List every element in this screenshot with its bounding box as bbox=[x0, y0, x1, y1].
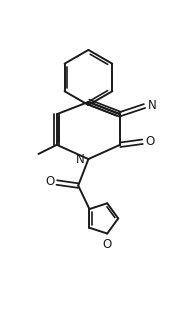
Text: O: O bbox=[45, 175, 54, 188]
Text: N: N bbox=[148, 99, 156, 112]
Text: O: O bbox=[103, 238, 112, 251]
Text: O: O bbox=[145, 135, 154, 148]
Text: N: N bbox=[76, 153, 85, 166]
